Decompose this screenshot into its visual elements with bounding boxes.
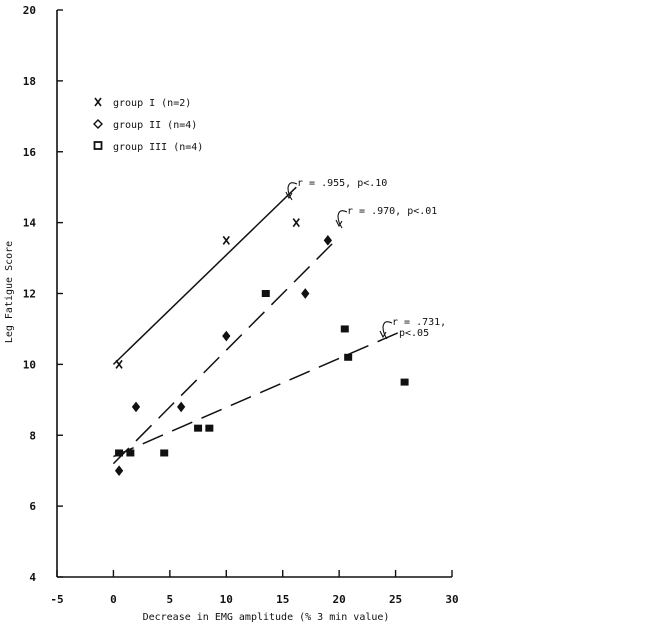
y-tick-label: 6: [29, 500, 36, 513]
fit-lines: [112, 186, 408, 465]
point-group-3: [344, 353, 353, 361]
annotation-group-3: r = .731,p<.05: [379, 317, 446, 340]
fit-line-group-3: [113, 328, 408, 458]
legend-marker-group-1: [94, 97, 102, 107]
point-group-3: [205, 424, 214, 432]
point-group-2: [301, 288, 310, 299]
legend-marker-group-3: [93, 141, 103, 150]
legend-label-group-1: group I (n=2): [113, 98, 191, 109]
y-axis-title: Leg Fatigue Score: [4, 241, 15, 343]
point-group-3: [340, 325, 349, 333]
x-tick-label: 5: [167, 593, 174, 606]
x-tick-label: 15: [276, 593, 289, 606]
point-group-2: [222, 330, 231, 342]
axes: [56, 10, 452, 578]
data-points: [114, 218, 409, 477]
x-tick-label: 0: [110, 593, 117, 606]
point-group-1: [292, 218, 300, 228]
y-tick-label: 18: [23, 75, 36, 88]
annotation-group-1: r = .955, p<.10: [285, 178, 387, 201]
y-tick-label: 4: [29, 571, 36, 584]
point-group-3: [400, 378, 409, 386]
annotation-text: r = .970, p<.01: [347, 206, 437, 217]
point-group-2: [177, 401, 186, 413]
annotation-text: r = .731,: [392, 317, 446, 328]
point-group-3: [194, 424, 203, 432]
legend: group I (n=2) group II (n=4) group III (n=…: [93, 97, 203, 153]
legend-label-group-2: group II (n=4): [113, 120, 197, 131]
x-tick-label: -5: [50, 593, 63, 606]
x-tick-label: 30: [445, 593, 458, 606]
x-tick-label: 20: [333, 593, 346, 606]
y-tick-label: 14: [23, 217, 37, 230]
point-group-3: [160, 449, 169, 457]
point-group-2: [323, 235, 332, 246]
legend-label-group-3: group III (n=4): [113, 142, 203, 153]
x-tick-label: 25: [389, 593, 402, 606]
x-axis-title: Decrease in EMG amplitude (% 3 min value…: [143, 612, 390, 623]
point-group-1: [115, 359, 123, 369]
fit-line-group-2: [112, 236, 340, 465]
ticks: 4 6 8 10 12 14 16 18 20 -5 0 5 10 15 20 25 30: [23, 4, 459, 606]
annotation-group-2: r = .970, p<.01: [335, 206, 437, 229]
point-group-2: [114, 465, 124, 477]
annotation-text: r = .955, p<.10: [297, 178, 387, 189]
point-group-3: [261, 290, 270, 297]
y-tick-label: 16: [23, 146, 37, 159]
x-tick-label: 10: [220, 593, 233, 606]
fit-line-group-1: [112, 186, 297, 365]
point-group-1: [222, 235, 230, 245]
y-tick-label: 20: [23, 4, 36, 17]
point-group-3: [115, 449, 124, 457]
point-group-3: [126, 449, 135, 457]
y-tick-label: 8: [29, 429, 36, 442]
y-tick-label: 12: [23, 288, 36, 301]
legend-marker-group-2: [93, 119, 103, 129]
point-group-2: [131, 401, 141, 413]
y-tick-label: 10: [23, 358, 36, 371]
annotations: r = .955, p<.10 r = .970, p<.01 r = .731,p…: [285, 178, 446, 340]
annotation-text: p<.05: [399, 328, 429, 339]
